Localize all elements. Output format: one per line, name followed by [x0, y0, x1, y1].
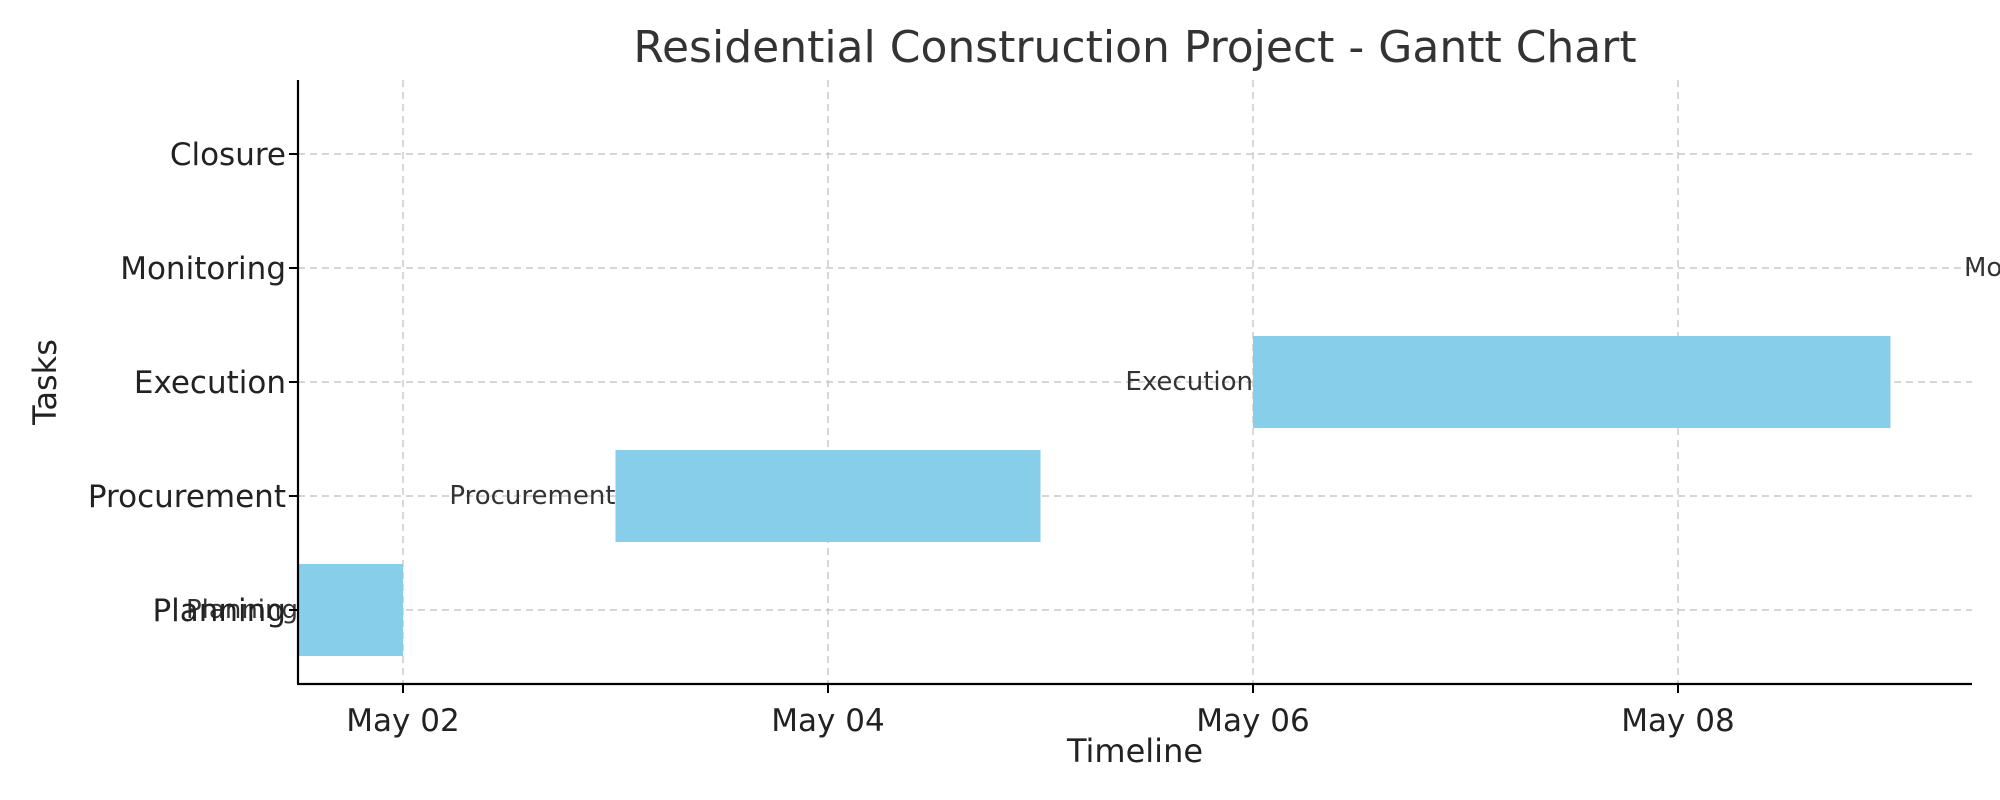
task-bar-label: Monitoring [1964, 253, 2000, 283]
y-tick-label: Closure [170, 137, 286, 173]
x-tick-label: May 04 [771, 703, 884, 739]
y-axis-label: Tasks [26, 339, 64, 426]
bar-labels: PlanningProcurementExecutionMonitoringCl… [186, 253, 2000, 625]
y-tick-label: Procurement [88, 479, 286, 515]
x-axis-label: Timeline [1066, 732, 1203, 770]
task-bar-label: Procurement [449, 481, 615, 511]
task-bar-label: Planning [186, 595, 298, 625]
chart-title: Residential Construction Project - Gantt… [633, 22, 1636, 73]
x-tick-label: May 08 [1621, 703, 1734, 739]
task-bar-label: Execution [1125, 367, 1253, 397]
y-tick-label: Monitoring [120, 251, 286, 287]
task-bar [615, 450, 1041, 542]
task-bar [1253, 336, 1891, 428]
task-bars [298, 336, 1891, 656]
x-tick-label: May 06 [1196, 703, 1309, 739]
y-axis-ticks: Planning Procurement Execution Monitoring Cl… [88, 137, 298, 629]
y-tick-label: Planning [152, 593, 286, 629]
task-bar [298, 564, 403, 656]
y-tick-label: Execution [134, 365, 286, 401]
x-tick-label: May 02 [346, 703, 459, 739]
